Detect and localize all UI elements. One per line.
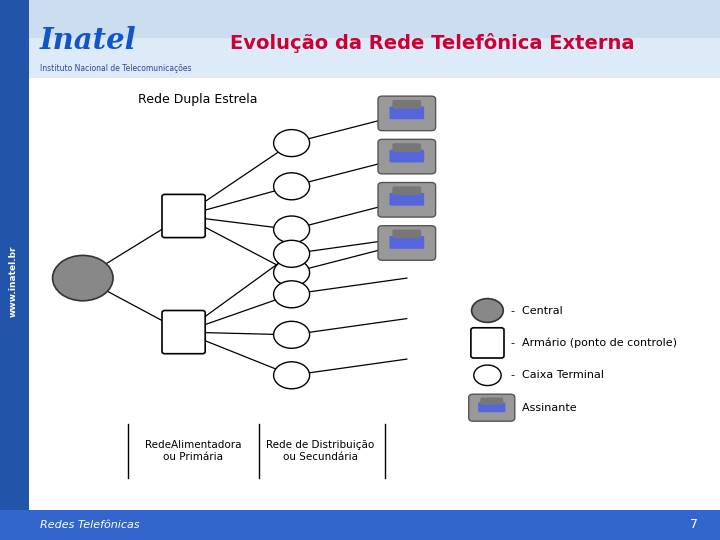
Text: -  Central: - Central	[511, 306, 563, 315]
FancyBboxPatch shape	[392, 186, 421, 195]
Circle shape	[274, 130, 310, 157]
Text: Inatel: Inatel	[40, 26, 136, 55]
Bar	[0, 0, 720, 78]
FancyBboxPatch shape	[478, 402, 505, 412]
Text: www.inatel.br: www.inatel.br	[9, 245, 17, 316]
Circle shape	[472, 299, 503, 322]
Bar	[0, 0, 29, 510]
FancyBboxPatch shape	[392, 143, 421, 152]
FancyBboxPatch shape	[392, 230, 421, 239]
FancyBboxPatch shape	[469, 394, 515, 421]
Circle shape	[274, 321, 310, 348]
FancyBboxPatch shape	[378, 226, 436, 260]
FancyBboxPatch shape	[390, 150, 424, 163]
FancyBboxPatch shape	[378, 183, 436, 217]
FancyBboxPatch shape	[162, 310, 205, 354]
Circle shape	[274, 259, 310, 286]
Text: Redes Telefônicas: Redes Telefônicas	[40, 520, 139, 530]
Text: Instituto Nacional de Telecomunicações: Instituto Nacional de Telecomunicações	[40, 64, 191, 73]
FancyBboxPatch shape	[390, 236, 424, 249]
Circle shape	[274, 173, 310, 200]
FancyBboxPatch shape	[162, 194, 205, 238]
FancyBboxPatch shape	[378, 96, 436, 131]
Circle shape	[53, 255, 113, 301]
Circle shape	[474, 365, 501, 386]
Text: Rede de Distribuição
ou Secundária: Rede de Distribuição ou Secundária	[266, 440, 374, 462]
Text: Rede Dupla Estrela: Rede Dupla Estrela	[138, 93, 258, 106]
Text: -  Caixa Terminal: - Caixa Terminal	[511, 370, 604, 380]
Text: -  Armário (ponto de controle): - Armário (ponto de controle)	[511, 338, 678, 348]
FancyBboxPatch shape	[471, 328, 504, 358]
FancyBboxPatch shape	[390, 106, 424, 119]
Bar	[0, 0, 720, 38]
FancyBboxPatch shape	[480, 397, 503, 405]
Text: RedeAlimentadora
ou Primária: RedeAlimentadora ou Primária	[145, 440, 241, 462]
Circle shape	[274, 281, 310, 308]
Circle shape	[274, 362, 310, 389]
Circle shape	[274, 216, 310, 243]
Bar	[0, 510, 720, 540]
Circle shape	[274, 240, 310, 267]
FancyBboxPatch shape	[392, 100, 421, 109]
Text: 7: 7	[690, 518, 698, 531]
FancyBboxPatch shape	[390, 193, 424, 206]
Text: -  Assinante: - Assinante	[511, 403, 577, 413]
FancyBboxPatch shape	[378, 139, 436, 174]
Text: Evolução da Rede Telefônica Externa: Evolução da Rede Telefônica Externa	[230, 33, 634, 53]
